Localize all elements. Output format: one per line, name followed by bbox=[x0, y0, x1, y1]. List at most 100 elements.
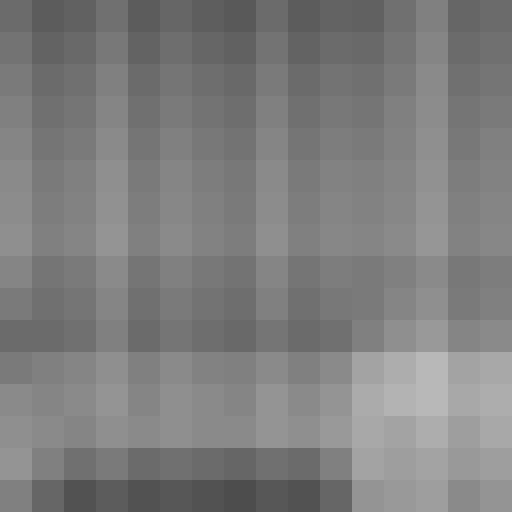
heatmap-cell bbox=[192, 320, 225, 353]
heatmap-cell bbox=[0, 0, 33, 33]
heatmap-cell bbox=[416, 416, 449, 449]
heatmap-cell bbox=[0, 160, 33, 193]
heatmap-cell bbox=[128, 448, 161, 481]
heatmap-cell bbox=[192, 160, 225, 193]
heatmap-cell bbox=[224, 192, 257, 225]
heatmap-cell bbox=[288, 160, 321, 193]
heatmap-cell bbox=[352, 64, 385, 97]
heatmap-cell bbox=[160, 384, 193, 417]
heatmap-cell bbox=[480, 160, 512, 193]
heatmap-cell bbox=[480, 96, 512, 129]
heatmap-cell bbox=[160, 32, 193, 65]
heatmap-cell bbox=[256, 160, 289, 193]
heatmap-cell bbox=[256, 384, 289, 417]
heatmap-cell bbox=[320, 224, 353, 257]
heatmap-cell bbox=[384, 352, 417, 385]
heatmap-cell bbox=[416, 256, 449, 289]
heatmap-cell bbox=[416, 224, 449, 257]
heatmap-cell bbox=[288, 480, 321, 512]
heatmap-cell bbox=[352, 480, 385, 512]
heatmap-cell bbox=[192, 96, 225, 129]
heatmap-cell bbox=[96, 192, 129, 225]
heatmap-cell bbox=[320, 448, 353, 481]
heatmap-cell bbox=[64, 64, 97, 97]
heatmap-cell bbox=[192, 448, 225, 481]
heatmap-cell bbox=[416, 448, 449, 481]
heatmap-cell bbox=[448, 96, 481, 129]
heatmap-cell bbox=[480, 128, 512, 161]
heatmap-cell bbox=[32, 448, 65, 481]
heatmap-cell bbox=[480, 480, 512, 512]
heatmap-cell bbox=[128, 0, 161, 33]
heatmap-cell bbox=[320, 320, 353, 353]
heatmap-cell bbox=[32, 192, 65, 225]
heatmap-cell bbox=[192, 416, 225, 449]
heatmap-cell bbox=[352, 352, 385, 385]
heatmap-cell bbox=[0, 32, 33, 65]
heatmap-cell bbox=[96, 320, 129, 353]
heatmap-cell bbox=[416, 384, 449, 417]
heatmap-cell bbox=[288, 448, 321, 481]
heatmap-cell bbox=[160, 288, 193, 321]
heatmap-cell bbox=[384, 32, 417, 65]
heatmap-cell bbox=[352, 288, 385, 321]
heatmap-cell bbox=[224, 288, 257, 321]
heatmap-cell bbox=[32, 160, 65, 193]
heatmap-cell bbox=[0, 128, 33, 161]
heatmap-cell bbox=[384, 320, 417, 353]
heatmap-cell bbox=[192, 0, 225, 33]
heatmap-cell bbox=[64, 0, 97, 33]
heatmap-cell bbox=[448, 192, 481, 225]
heatmap-cell bbox=[384, 128, 417, 161]
heatmap-cell bbox=[64, 160, 97, 193]
heatmap-cell bbox=[256, 416, 289, 449]
heatmap-cell bbox=[256, 352, 289, 385]
heatmap-cell bbox=[224, 32, 257, 65]
heatmap-cell bbox=[320, 0, 353, 33]
heatmap-cell bbox=[288, 192, 321, 225]
heatmap-cell bbox=[32, 224, 65, 257]
heatmap-cell bbox=[288, 32, 321, 65]
heatmap-cell bbox=[32, 480, 65, 512]
heatmap-cell bbox=[288, 96, 321, 129]
heatmap-cell bbox=[0, 320, 33, 353]
heatmap-cell bbox=[96, 96, 129, 129]
heatmap-cell bbox=[288, 64, 321, 97]
heatmap-cell bbox=[96, 256, 129, 289]
heatmap-cell bbox=[64, 224, 97, 257]
heatmap-cell bbox=[160, 64, 193, 97]
heatmap-cell bbox=[64, 320, 97, 353]
heatmap-cell bbox=[416, 0, 449, 33]
heatmap-cell bbox=[320, 256, 353, 289]
heatmap-cell bbox=[320, 192, 353, 225]
heatmap-cell bbox=[320, 160, 353, 193]
heatmap-cell bbox=[384, 160, 417, 193]
heatmap-cell bbox=[64, 192, 97, 225]
heatmap-cell bbox=[224, 352, 257, 385]
heatmap-cell bbox=[128, 288, 161, 321]
heatmap-cell bbox=[352, 128, 385, 161]
heatmap-cell bbox=[64, 128, 97, 161]
heatmap-cell bbox=[384, 256, 417, 289]
heatmap-cell bbox=[288, 256, 321, 289]
heatmap-cell bbox=[224, 224, 257, 257]
heatmap-cell bbox=[96, 448, 129, 481]
heatmap-cell bbox=[32, 64, 65, 97]
heatmap-cell bbox=[352, 320, 385, 353]
heatmap-cell bbox=[0, 416, 33, 449]
heatmap-cell bbox=[160, 160, 193, 193]
heatmap-cell bbox=[64, 384, 97, 417]
heatmap-cell bbox=[224, 128, 257, 161]
heatmap-cell bbox=[192, 32, 225, 65]
heatmap-cell bbox=[64, 96, 97, 129]
heatmap-cell bbox=[128, 224, 161, 257]
heatmap-cell bbox=[448, 320, 481, 353]
heatmap-cell bbox=[128, 416, 161, 449]
heatmap-cell bbox=[448, 480, 481, 512]
heatmap-cell bbox=[0, 384, 33, 417]
heatmap-cell bbox=[352, 0, 385, 33]
heatmap-cell bbox=[64, 480, 97, 512]
heatmap-cell bbox=[128, 352, 161, 385]
heatmap-cell bbox=[224, 480, 257, 512]
heatmap-cell bbox=[384, 416, 417, 449]
